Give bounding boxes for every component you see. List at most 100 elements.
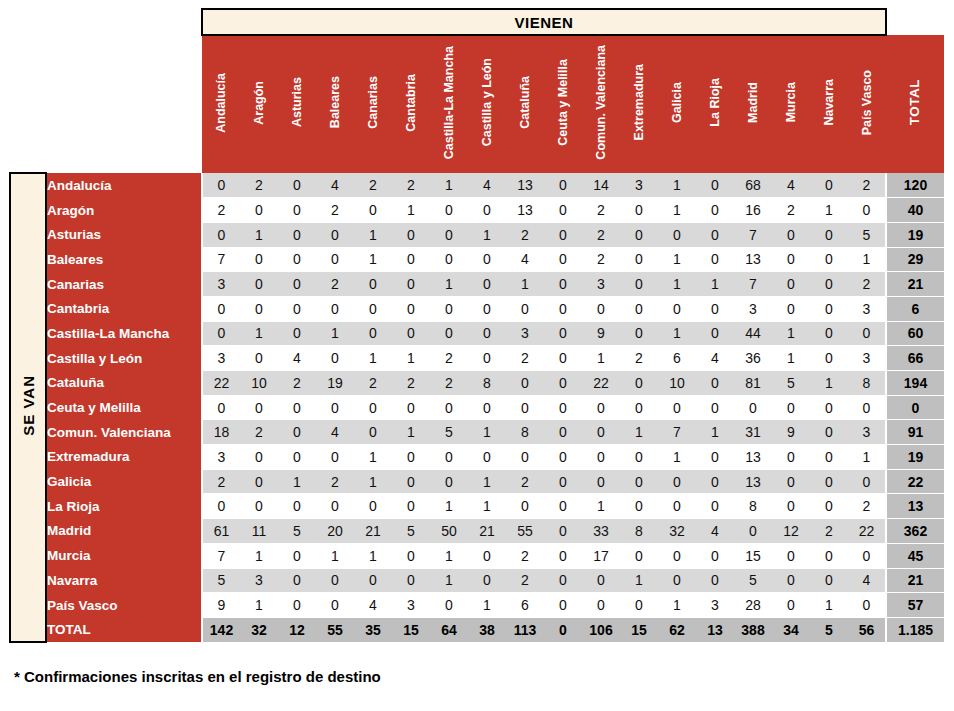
matrix-cell: 15 xyxy=(620,617,658,642)
col-header-10: Ceuta y Melilla xyxy=(544,35,582,173)
matrix-cell: 0 xyxy=(772,296,810,321)
matrix-cell: 0 xyxy=(848,543,886,568)
matrix-cell: 1 xyxy=(392,198,430,223)
col-header-label: Madrid xyxy=(747,80,760,125)
matrix-cell: 0 xyxy=(544,198,582,223)
vienen-header: VIENEN xyxy=(202,9,886,35)
col-header-8: Castilla y León xyxy=(468,35,506,173)
col-header-6: Cantabria xyxy=(392,35,430,173)
col-header-label: Murcia xyxy=(785,80,798,124)
matrix-cell: 1 xyxy=(354,346,392,371)
matrix-cell: 4 xyxy=(354,593,392,618)
page: VIENEN AndalucíaAragónAsturiasBalearesCa… xyxy=(0,0,954,711)
matrix-cell: 0 xyxy=(316,568,354,593)
matrix-cell: 3 xyxy=(506,321,544,346)
matrix-cell: 3 xyxy=(734,296,772,321)
matrix-cell: 0 xyxy=(582,593,620,618)
matrix-cell: 1 xyxy=(354,469,392,494)
col-header-label: Navarra xyxy=(823,77,836,128)
matrix-cell: 0 xyxy=(544,494,582,519)
top-right-blank xyxy=(886,9,944,35)
matrix-cell: 0 xyxy=(240,247,278,272)
table-row: Murcia7101101020170001500045 xyxy=(10,543,944,568)
matrix-cell: 3 xyxy=(202,445,240,470)
matrix-cell: 4 xyxy=(506,247,544,272)
matrix-cell: 0 xyxy=(392,272,430,297)
row-label: Ceuta y Melilla xyxy=(46,395,202,420)
matrix-cell: 0 xyxy=(810,173,848,198)
matrix-cell: 5 xyxy=(848,222,886,247)
col-header-label: Castilla y León xyxy=(481,56,494,148)
row-total-cell: 21 xyxy=(886,272,944,297)
row-label: Castilla-La Mancha xyxy=(46,321,202,346)
matrix-cell: 0 xyxy=(392,469,430,494)
matrix-cell: 1 xyxy=(658,321,696,346)
matrix-cell: 1 xyxy=(240,543,278,568)
matrix-cell: 50 xyxy=(430,519,468,544)
matrix-cell: 0 xyxy=(278,568,316,593)
row-label: Asturias xyxy=(46,222,202,247)
matrix-cell: 7 xyxy=(202,247,240,272)
matrix-cell: 1 xyxy=(658,272,696,297)
row-total-cell: 45 xyxy=(886,543,944,568)
table-row: Comun. Valenciana1820401518001713190391 xyxy=(10,420,944,445)
matrix-cell: 2 xyxy=(354,371,392,396)
matrix-cell: 1 xyxy=(316,321,354,346)
matrix-cell: 0 xyxy=(430,395,468,420)
matrix-cell: 0 xyxy=(772,395,810,420)
matrix-cell: 0 xyxy=(202,395,240,420)
matrix-cell: 1 xyxy=(430,494,468,519)
matrix-cell: 8 xyxy=(506,420,544,445)
matrix-cell: 0 xyxy=(848,321,886,346)
matrix-cell: 2 xyxy=(848,173,886,198)
matrix-cell: 0 xyxy=(468,445,506,470)
matrix-cell: 35 xyxy=(354,617,392,642)
matrix-cell: 6 xyxy=(506,593,544,618)
matrix-cell: 0 xyxy=(354,420,392,445)
matrix-cell: 0 xyxy=(430,445,468,470)
matrix-cell: 12 xyxy=(772,519,810,544)
matrix-cell: 2 xyxy=(506,568,544,593)
matrix-cell: 0 xyxy=(772,593,810,618)
matrix-cell: 0 xyxy=(392,395,430,420)
matrix-cell: 4 xyxy=(696,346,734,371)
table-row: Ceuta y Melilla0000000000000000000 xyxy=(10,395,944,420)
col-header-17: Navarra xyxy=(810,35,848,173)
matrix-cell: 0 xyxy=(620,445,658,470)
matrix-cell: 0 xyxy=(506,371,544,396)
table-row: Asturias01001001202000700519 xyxy=(10,222,944,247)
table-row: Baleares700010004020101300129 xyxy=(10,247,944,272)
matrix-cell: 9 xyxy=(202,593,240,618)
matrix-cell: 0 xyxy=(278,395,316,420)
matrix-cell: 1 xyxy=(278,469,316,494)
vienen-band-row: VIENEN xyxy=(10,9,944,35)
matrix-cell: 4 xyxy=(316,420,354,445)
matrix-cell: 1 xyxy=(468,469,506,494)
matrix-cell: 0 xyxy=(772,469,810,494)
matrix-cell: 0 xyxy=(392,222,430,247)
row-total-cell: 22 xyxy=(886,469,944,494)
matrix-cell: 0 xyxy=(240,272,278,297)
matrix-cell: 0 xyxy=(278,543,316,568)
matrix-cell: 3 xyxy=(696,593,734,618)
table-row: País Vasco910043016000132801057 xyxy=(10,593,944,618)
matrix-cell: 106 xyxy=(582,617,620,642)
matrix-cell: 13 xyxy=(734,247,772,272)
matrix-cell: 12 xyxy=(278,617,316,642)
matrix-cell: 8 xyxy=(620,519,658,544)
col-header-label: Cantabria xyxy=(405,72,418,134)
matrix-cell: 0 xyxy=(202,173,240,198)
matrix-cell: 1 xyxy=(430,568,468,593)
matrix-cell: 142 xyxy=(202,617,240,642)
matrix-cell: 0 xyxy=(620,247,658,272)
matrix-cell: 0 xyxy=(430,198,468,223)
col-header-label: Canarias xyxy=(367,74,380,131)
matrix-cell: 0 xyxy=(544,296,582,321)
matrix-cell: 8 xyxy=(468,371,506,396)
col-header-label: Extremadura xyxy=(633,62,646,142)
row-total-cell: 91 xyxy=(886,420,944,445)
matrix-cell: 0 xyxy=(620,222,658,247)
matrix-cell: 0 xyxy=(810,420,848,445)
matrix-cell: 7 xyxy=(202,543,240,568)
row-label: La Rioja xyxy=(46,494,202,519)
